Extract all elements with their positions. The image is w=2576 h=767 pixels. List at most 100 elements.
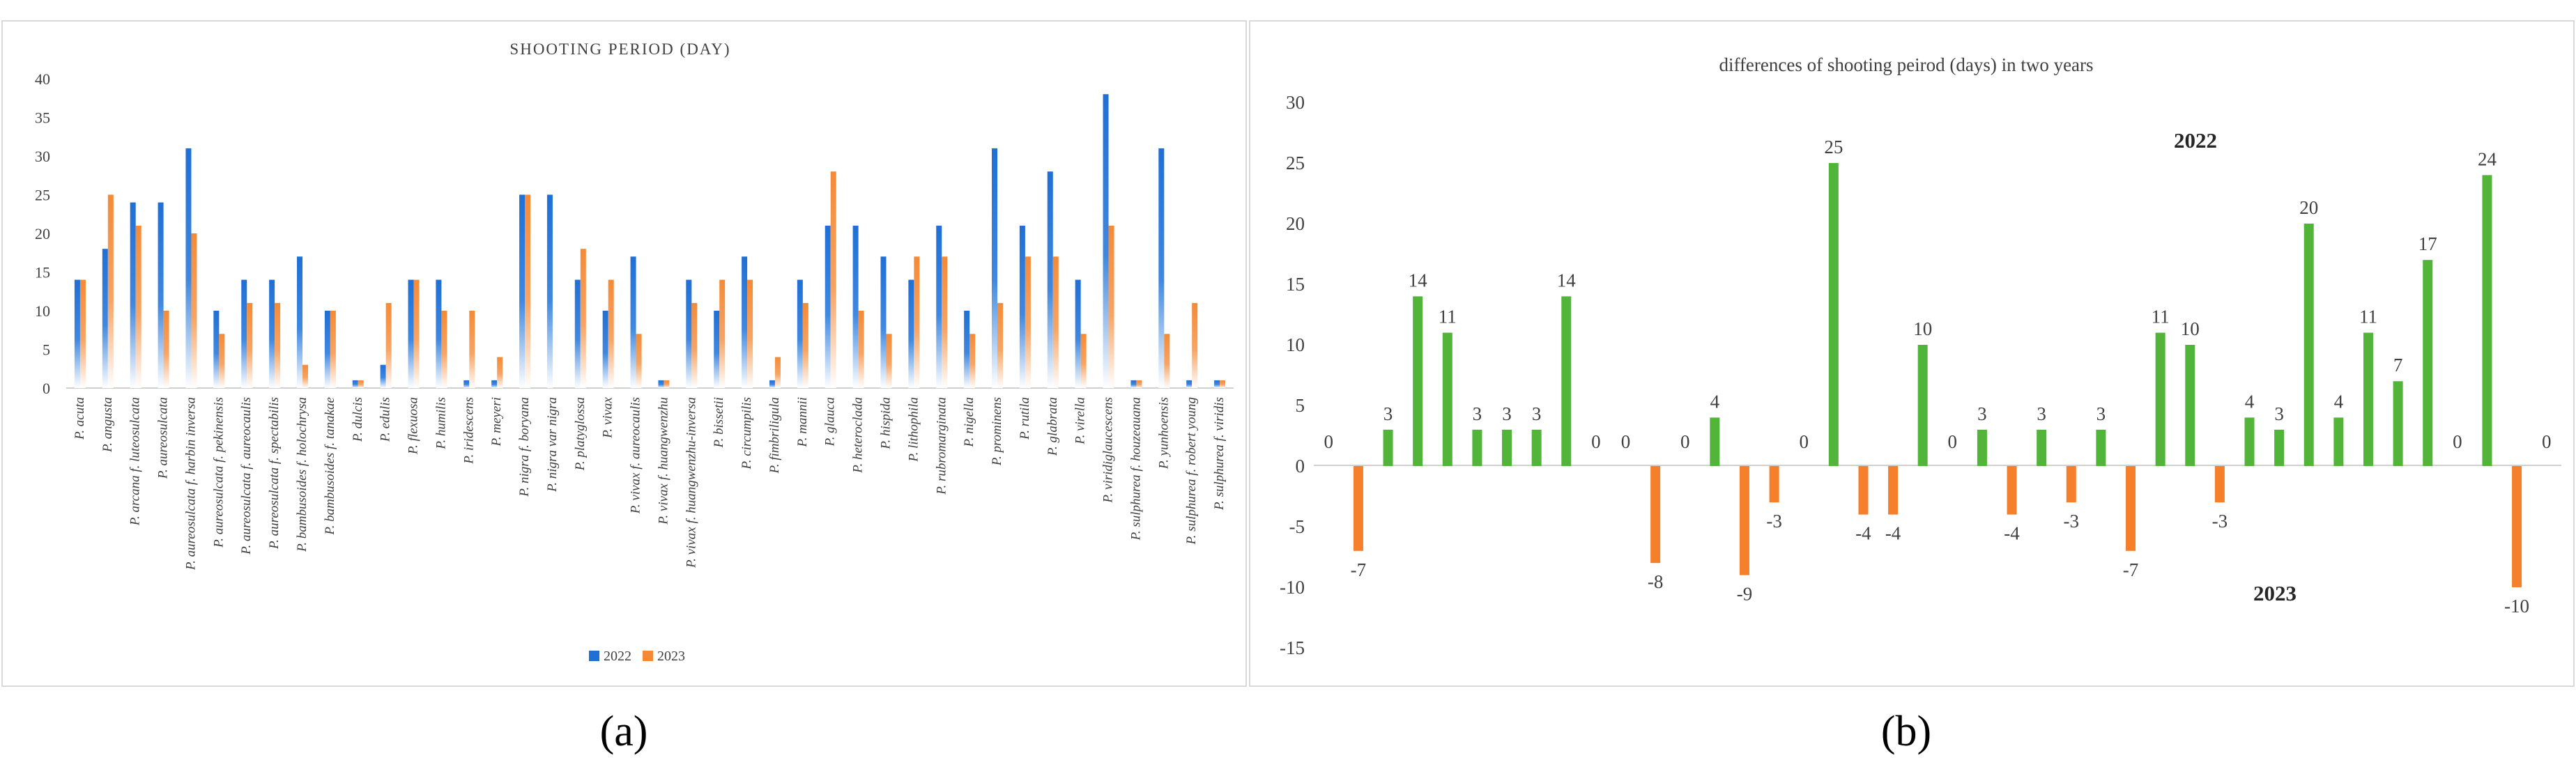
- bar-2022: [658, 380, 664, 388]
- chart-b-y-tick: 30: [1286, 92, 1305, 113]
- chart-a-x-tick: P. angusta: [100, 397, 115, 453]
- data-label: 3: [2037, 403, 2046, 424]
- bar-2022: [241, 279, 247, 388]
- bar-2023: [1052, 256, 1059, 388]
- bar-2022: [1047, 171, 1053, 388]
- bar-2023: [79, 279, 86, 388]
- panel-a-label: (a): [600, 708, 648, 755]
- chart-a-x-tick: P. vivax f. huangwenzhu-inversa: [684, 397, 698, 568]
- bar-2023: [1025, 256, 1031, 388]
- bar-2023: [247, 302, 253, 388]
- bar-2022: [630, 256, 636, 388]
- bar-2022: [380, 364, 386, 388]
- bar-2022: [880, 256, 887, 388]
- bar-negative: [2066, 466, 2076, 503]
- data-label: 4: [2245, 391, 2255, 412]
- bar-2022: [213, 311, 220, 388]
- bar-positive: [1472, 429, 1482, 466]
- data-label: 3: [1473, 403, 1482, 424]
- bar-2023: [580, 249, 586, 388]
- chart-a-x-tick: P. rubromarginata: [934, 397, 949, 495]
- chart-b-bars: [1353, 163, 2522, 587]
- data-label: 11: [2152, 307, 2170, 327]
- chart-a-x-tick: P. acuta: [72, 397, 87, 440]
- bar-2023: [997, 302, 1004, 388]
- chart-a-x-tick: P. fimbriligula: [767, 397, 782, 474]
- bar-2022: [408, 279, 414, 388]
- bar-2022: [324, 311, 330, 388]
- chart-a-x-tick: P. viridiglaucescens: [1101, 397, 1116, 504]
- chart-a-y-tick: 10: [35, 302, 50, 320]
- chart-b-y-tick: 20: [1286, 213, 1305, 234]
- bar-2022: [130, 202, 136, 388]
- chart-a-x-tick: P. mannii: [795, 397, 810, 447]
- chart-b-title: differences of shooting peirod (days) in…: [1719, 54, 2093, 75]
- data-label: 0: [1948, 431, 1958, 452]
- bar-2022: [436, 279, 442, 388]
- bar-negative: [1888, 466, 1899, 515]
- bar-positive: [2482, 175, 2492, 466]
- bar-2022: [852, 225, 859, 388]
- bar-2023: [219, 334, 225, 388]
- bar-2023: [1192, 302, 1198, 388]
- chart-a-x-tick: P. humilis: [434, 397, 448, 450]
- chart-a-y-tick: 15: [35, 264, 50, 281]
- bar-positive: [2155, 332, 2165, 466]
- data-label: 3: [2096, 403, 2106, 424]
- chart-a-x-tick: P. aureosulcata f. aureocaulis: [239, 397, 254, 555]
- bar-negative: [2512, 466, 2522, 587]
- bar-positive: [1917, 345, 1928, 466]
- bar-2023: [1136, 380, 1142, 388]
- bar-positive: [2244, 417, 2255, 466]
- data-label: 3: [1532, 403, 1542, 424]
- chart-a-x-tick: P. nigella: [962, 397, 976, 447]
- legend-label-2022: 2022: [604, 649, 631, 664]
- chart-a-y-tick: 20: [35, 225, 50, 242]
- bar-positive: [1710, 417, 1720, 466]
- bar-positive: [1561, 296, 1572, 466]
- bar-negative: [2126, 466, 2136, 551]
- data-label: 3: [2274, 403, 2284, 424]
- bar-positive: [1413, 296, 1423, 466]
- chart-b-y-tick: -5: [1289, 516, 1305, 537]
- chart-a-y-tick: 25: [35, 187, 50, 204]
- bar-2023: [302, 364, 308, 388]
- bar-2022: [158, 202, 164, 388]
- data-label: 3: [1383, 403, 1393, 424]
- bar-2023: [719, 279, 726, 388]
- bar-2023: [886, 334, 892, 388]
- chart-a-x-tick: P. glauca: [823, 397, 838, 447]
- annotation-2022: 2022: [2174, 128, 2217, 153]
- bar-negative: [1353, 466, 1363, 551]
- data-label: 4: [2334, 391, 2344, 412]
- data-label: 0: [1799, 431, 1809, 452]
- chart-a-x-tick: P. bissetii: [712, 397, 726, 449]
- bar-2023: [163, 311, 169, 388]
- bar-2023: [969, 334, 976, 388]
- bar-2023: [358, 380, 364, 388]
- data-label: -8: [1648, 571, 1664, 592]
- data-label: -10: [2504, 596, 2529, 617]
- chart-a-y-axis: 0 5 10 15 20 25 30 35 40: [35, 70, 50, 397]
- annotation-2023: 2023: [2253, 581, 2297, 605]
- bar-positive: [2303, 224, 2314, 466]
- chart-b-y-tick: 0: [1296, 456, 1305, 477]
- chart-a-x-tick: P. aureosulcata f. spectabilis: [267, 397, 282, 550]
- data-label: 0: [1621, 431, 1631, 452]
- panel-b-frame: [1249, 20, 2575, 687]
- bar-positive: [1383, 429, 1393, 466]
- bar-2022: [992, 148, 998, 388]
- chart-a-x-tick: P. virella: [1073, 397, 1088, 445]
- bar-2022: [1214, 380, 1220, 388]
- bar-2023: [275, 302, 281, 388]
- chart-a-x-tick: P. yunhoensis: [1156, 397, 1171, 470]
- chart-a-bars: [74, 94, 1226, 388]
- chart-b-y-tick: -15: [1280, 637, 1305, 658]
- chart-a-x-tick: P. meyeri: [489, 397, 504, 447]
- bar-negative: [1739, 466, 1749, 575]
- bar-2022: [742, 256, 748, 388]
- panel-a-frame: [1, 20, 1247, 687]
- bar-2023: [107, 194, 114, 388]
- data-label: -3: [2064, 511, 2080, 532]
- data-label: 3: [1977, 403, 1987, 424]
